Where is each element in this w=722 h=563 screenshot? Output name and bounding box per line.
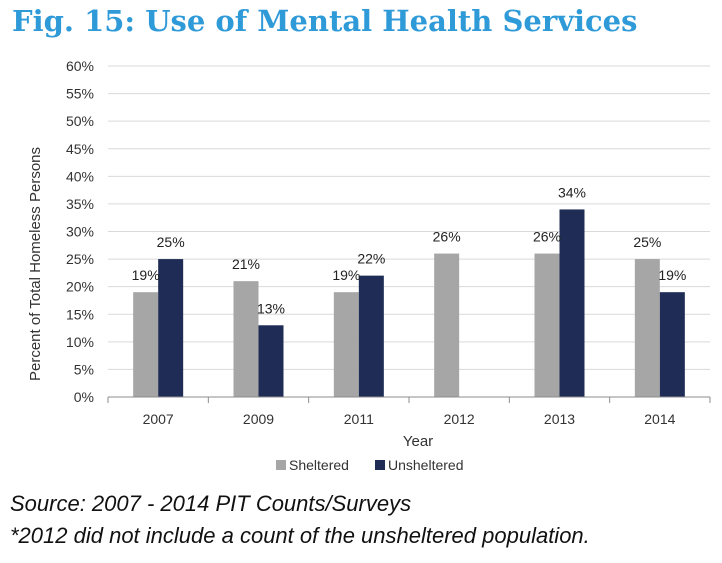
y-tick-label: 45% [66,141,94,157]
data-label: 13% [257,300,285,316]
data-label: 19% [332,267,360,283]
x-tick-label: 2007 [143,411,174,427]
footnote: *2012 did not include a count of the uns… [10,523,590,548]
y-tick-label: 25% [66,251,94,267]
bar-chart: 0% 5% 10% 15% 20% 25% 30% 35% 40% 45% 50% 55% 60% 19… [27,58,711,473]
bar-unsheltered-2011 [358,275,384,397]
data-label: 25% [633,234,661,250]
data-label: 22% [357,251,385,267]
legend-label-unsheltered: Unsheltered [388,457,464,473]
gridlines [108,65,710,370]
y-axis-label: Percent of Total Homeless Persons [27,147,44,381]
data-label: 26% [533,229,561,245]
source-note: Source: 2007 - 2014 PIT Counts/Surveys [10,491,412,516]
bar-unsheltered-2007 [158,259,184,397]
data-label: 26% [433,229,461,245]
x-axis-label: Year [403,433,433,450]
data-label: 25% [157,234,185,250]
data-label: 19% [132,267,160,283]
bar-sheltered-2011 [333,292,359,397]
x-tick-label: 2009 [243,411,274,427]
y-tick-label: 50% [66,113,94,129]
chart-title: Fig. 15: Use of Mental Health Services [12,4,638,38]
bar-unsheltered-2014 [659,292,685,397]
y-tick-label: 15% [66,306,94,322]
y-tick-label: 0% [74,389,94,405]
data-labels: 19%25%21%13%19%22%26% 26%34%25%19% [132,184,687,316]
legend: Sheltered Unsheltered [276,457,464,473]
bar-sheltered-2007 [133,292,159,397]
bars [133,209,685,397]
y-tick-label: 5% [74,361,94,377]
x-tick-label: 2014 [644,411,675,427]
x-tick-label: 2011 [344,411,374,427]
y-tick-label: 30% [66,224,94,240]
x-tick-label: 2013 [544,411,575,427]
x-tick-label: 2012 [444,411,475,427]
data-label: 19% [658,267,686,283]
bar-unsheltered-2013 [559,209,585,397]
bar-sheltered-2013 [534,253,560,397]
y-tick-label: 55% [66,86,94,102]
bar-sheltered-2014 [634,259,660,397]
bar-sheltered-2012 [434,253,460,397]
data-label: 34% [558,184,586,200]
data-label: 21% [232,256,260,272]
bar-unsheltered-2009 [258,325,284,397]
y-tick-label: 35% [66,196,94,212]
y-tick-label: 60% [66,58,94,74]
y-tick-label: 10% [66,334,94,350]
y-tick-label: 40% [66,168,94,184]
legend-label-sheltered: Sheltered [289,457,349,473]
legend-swatch-sheltered [276,460,286,470]
y-tick-label: 20% [66,279,94,295]
y-axis: 0% 5% 10% 15% 20% 25% 30% 35% 40% 45% 50% 55% 60% [66,58,94,405]
x-axis: 2007 2009 2011 2012 2013 2014 [107,396,711,427]
legend-swatch-unsheltered [375,460,385,470]
bar-sheltered-2009 [233,281,259,397]
